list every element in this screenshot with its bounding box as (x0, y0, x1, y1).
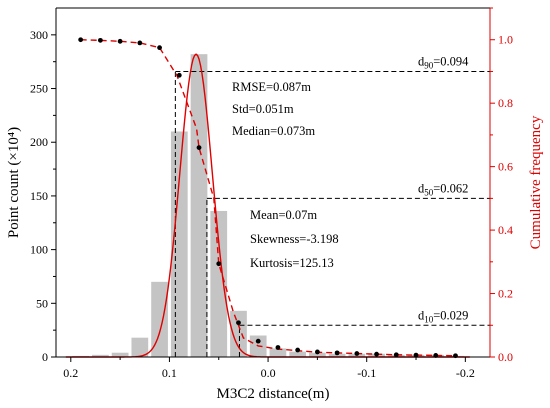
y-tick-label: 200 (30, 135, 48, 149)
x-tick-label: -0.1 (357, 366, 376, 380)
cumulative-marker (413, 352, 419, 358)
cumulative-marker (393, 352, 399, 358)
y2-tick-label: 0.8 (498, 96, 513, 110)
plot-frame (55, 7, 491, 358)
cumulative-marker (176, 72, 182, 78)
y-tick-label: 300 (30, 28, 48, 42)
cumulative-marker (255, 338, 261, 344)
histogram-bar (328, 353, 346, 357)
reference-label: d10=0.029 (418, 308, 468, 324)
y-tick-label: 0 (42, 350, 48, 364)
x-tick-label: -0.2 (456, 366, 475, 380)
cumulative-marker (78, 37, 84, 43)
cumulative-marker (275, 345, 281, 350)
cumulative-markers (78, 37, 458, 359)
histogram-bar (309, 352, 326, 357)
cumulative-marker (196, 145, 202, 151)
y-tick-label: 100 (30, 243, 48, 257)
cumulative-marker (117, 38, 123, 44)
histogram-bar (210, 210, 228, 357)
y2-tick-label: 0.0 (498, 350, 513, 364)
y-tick-label: 250 (30, 82, 48, 96)
reference-label-subscript: 10 (424, 314, 434, 324)
cumulative-marker (295, 347, 301, 353)
cumulative-marker (236, 320, 241, 326)
annotations: d90=0.094d50=0.062d10=0.029RMSE=0.087mSt… (232, 54, 469, 324)
reference-label-symbol: d (418, 181, 425, 195)
cumulative-marker (157, 45, 162, 51)
reference-label: d90=0.094 (418, 54, 469, 70)
y2-tick-label: 0.4 (498, 223, 513, 237)
x-tick-label: 0.2 (63, 366, 78, 380)
y-tick-label: 50 (36, 296, 48, 310)
histogram-bar (289, 351, 307, 357)
cumulative-marker (354, 351, 360, 356)
y2-tick-label: 1.0 (498, 33, 513, 47)
histogram-bars (72, 54, 464, 357)
reference-label-symbol: d (418, 54, 425, 68)
y-axis-left: 0 50 100 150 200 250 300 (30, 28, 56, 364)
x-axis-title: M3C2 distance(m) (217, 386, 330, 402)
y2-axis-title: Cumulative frequency (528, 115, 544, 249)
stat-kurtosis: Kurtosis=125.13 (250, 256, 334, 270)
y-axis-right: 0.0 0.2 0.4 0.6 0.8 1.0 (490, 7, 513, 364)
stat-rmse: RMSE=0.087m (232, 80, 311, 94)
reference-label-value: =0.029 (433, 308, 468, 322)
stat-std: Std=0.051m (232, 102, 294, 116)
y-axis-title: Point count (×10⁴) (6, 127, 22, 238)
cumulative-marker (334, 350, 340, 356)
histogram-bar (230, 310, 247, 357)
reference-label-value: =0.062 (433, 181, 468, 195)
y-tick-label: 150 (30, 189, 48, 203)
histogram-bar (131, 337, 149, 357)
histogram-bar (269, 348, 287, 357)
stat-mean: Mean=0.07m (250, 208, 317, 222)
reference-label-subscript: 90 (424, 60, 434, 70)
cumulative-marker (374, 351, 379, 357)
reference-label: d50=0.062 (418, 181, 468, 197)
reference-lines (174, 70, 490, 357)
stat-median: Median=0.073m (232, 124, 315, 138)
histogram-bar (111, 352, 129, 357)
y2-tick-label: 0.2 (498, 287, 513, 301)
x-tick-label: 0.1 (162, 366, 177, 380)
reference-label-value: =0.094 (433, 54, 469, 68)
histogram-bar (151, 281, 168, 357)
stat-skewness: Skewness=-3.198 (250, 232, 339, 246)
normal-fit-curve (65, 53, 470, 358)
cumulative-marker (97, 37, 103, 43)
reference-label-symbol: d (418, 308, 425, 322)
y2-tick-label: 0.6 (498, 160, 513, 174)
x-axis: 0.2 0.1 0.0 -0.1 -0.2 (63, 357, 475, 380)
reference-label-subscript: 50 (424, 187, 434, 197)
cumulative-marker (314, 349, 320, 355)
histogram-bar (190, 54, 208, 357)
cumulative-marker (216, 261, 222, 267)
cumulative-marker (137, 40, 143, 46)
histogram-bar (92, 354, 109, 357)
x-tick-label: 0.0 (261, 366, 276, 380)
